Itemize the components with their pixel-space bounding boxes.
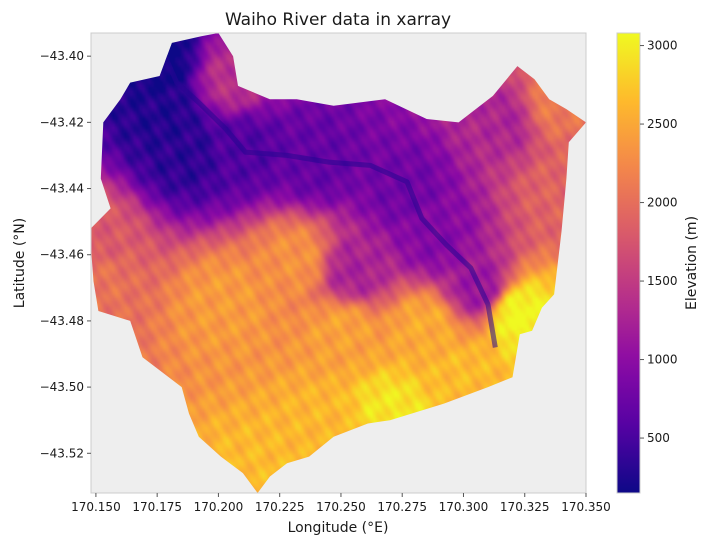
- x-axis-label: Longitude (°E): [288, 520, 389, 536]
- x-tick-label: 170.350: [561, 500, 611, 514]
- plot-area: [90, 32, 587, 494]
- x-tick-label: 170.150: [71, 500, 121, 514]
- x-tick-label: 170.250: [316, 500, 366, 514]
- colorbar-gradient: [617, 33, 640, 493]
- colorbar-ticks: 500 1000 1500 2000 2500 3000: [640, 39, 678, 445]
- x-tick-label: 170.175: [132, 500, 182, 514]
- y-tick-label: −43.40: [40, 49, 84, 63]
- x-axis-ticks: 170.150 170.175 170.200 170.225 170.250 170.2…: [71, 493, 611, 514]
- x-tick-label: 170.225: [255, 500, 305, 514]
- x-tick-label: 170.300: [439, 500, 489, 514]
- colorbar-tick-label: 500: [647, 431, 670, 445]
- y-tick-label: −43.52: [40, 446, 84, 460]
- y-axis-label: Latitude (°N): [12, 218, 28, 308]
- river-channel: [159, 48, 498, 348]
- y-tick-label: −43.50: [40, 380, 84, 394]
- x-tick-label: 170.325: [500, 500, 550, 514]
- colorbar-frame: [616, 32, 641, 494]
- colorbar-tick-label: 1000: [647, 353, 678, 367]
- y-tick-label: −43.48: [40, 314, 84, 328]
- y-tick-label: −43.46: [40, 248, 84, 262]
- y-tick-label: −43.44: [40, 182, 84, 196]
- colorbar-label: Elevation (m): [684, 216, 700, 310]
- axes-frame: [90, 32, 587, 494]
- x-tick-label: 170.275: [377, 500, 427, 514]
- y-tick-label: −43.42: [40, 115, 84, 129]
- colorbar-tick-label: 2500: [647, 117, 678, 131]
- y-axis-ticks: −43.40 −43.42 −43.44 −43.46 −43.48 −43.50 −43.…: [40, 49, 91, 460]
- colorbar-tick-label: 3000: [647, 39, 678, 53]
- x-tick-label: 170.200: [194, 500, 244, 514]
- colorbar-tick-label: 1500: [647, 274, 678, 288]
- colorbar: 500 1000 1500 2000 2500 3000 Elevation (m): [616, 32, 700, 494]
- chart-title: Waiho River data in xarray: [225, 10, 451, 30]
- colorbar-tick-label: 2000: [647, 196, 678, 210]
